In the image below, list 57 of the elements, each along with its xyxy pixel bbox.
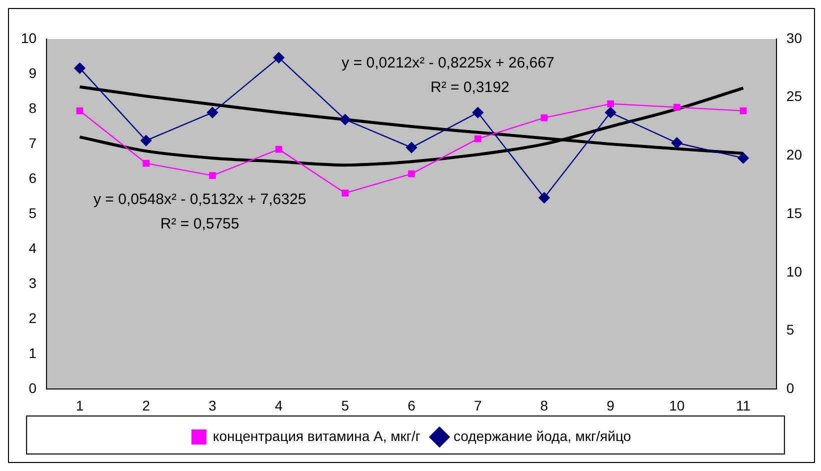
x-tick-label: 6: [408, 397, 416, 414]
y-tick-label: 10: [20, 30, 37, 46]
x-tick-label: 5: [341, 397, 350, 414]
point: [472, 106, 484, 118]
point: [406, 142, 418, 154]
y-tick-label: 9: [28, 64, 37, 81]
y-tick-label: 4: [28, 240, 37, 256]
annotation: R² = 0,3192: [430, 79, 510, 96]
x-tick-label: 3: [208, 397, 217, 414]
y2-tick-label: 5: [786, 322, 794, 338]
point: [474, 135, 482, 142]
point: [342, 190, 349, 197]
annotation: y = 0,0548x² - 0,5132x + 7,6325: [94, 191, 306, 208]
x-tick-label: 4: [274, 397, 283, 414]
point: [275, 146, 282, 153]
point: [140, 134, 152, 146]
point: [209, 172, 216, 180]
y-tick-label: 1: [28, 345, 37, 362]
y-tick-label: 3: [28, 275, 37, 291]
x-tick-label: 8: [540, 397, 548, 414]
y2-tick-label: 20: [786, 146, 802, 163]
x-tick-label: 2: [142, 397, 150, 414]
point: [740, 107, 747, 114]
annotation: R² = 0,5755: [160, 216, 240, 233]
y-tick-label: 5: [28, 204, 37, 221]
annotation: y = 0,0212x² - 0,8225x + 26,667: [342, 54, 554, 72]
x-tick-label: 10: [669, 397, 685, 414]
legend-label: содержание йода, мкг/яйцо: [454, 428, 632, 444]
y2-tick-label: 10: [786, 263, 802, 280]
point: [206, 106, 218, 118]
point: [671, 137, 682, 148]
point: [738, 152, 749, 164]
point: [76, 107, 84, 114]
y-tick-label: 6: [28, 170, 37, 186]
y-tick-label: 8: [28, 100, 37, 116]
point: [673, 104, 680, 111]
y2-tick-label: 15: [786, 204, 802, 221]
y-tick-label: 0: [28, 380, 37, 396]
point: [604, 106, 616, 118]
point: [607, 100, 614, 108]
point: [74, 62, 86, 74]
point: [340, 114, 351, 126]
x-tick-label: 1: [76, 397, 84, 414]
y2-tick-label: 0: [786, 380, 794, 396]
point: [142, 160, 150, 167]
x-tick-label: 11: [736, 397, 751, 414]
point: [540, 114, 548, 122]
point: [538, 192, 550, 204]
y2-tick-label: 30: [786, 30, 802, 46]
x-tick-label: 7: [474, 397, 482, 414]
point: [408, 170, 415, 178]
point: [273, 52, 284, 64]
y2-tick-label: 25: [786, 88, 802, 104]
legend-label: концентрация витамина А, мкг/г: [212, 428, 421, 444]
y-tick-label: 7: [28, 134, 37, 151]
x-tick-label: 9: [606, 397, 615, 414]
y-tick-label: 2: [28, 310, 37, 326]
